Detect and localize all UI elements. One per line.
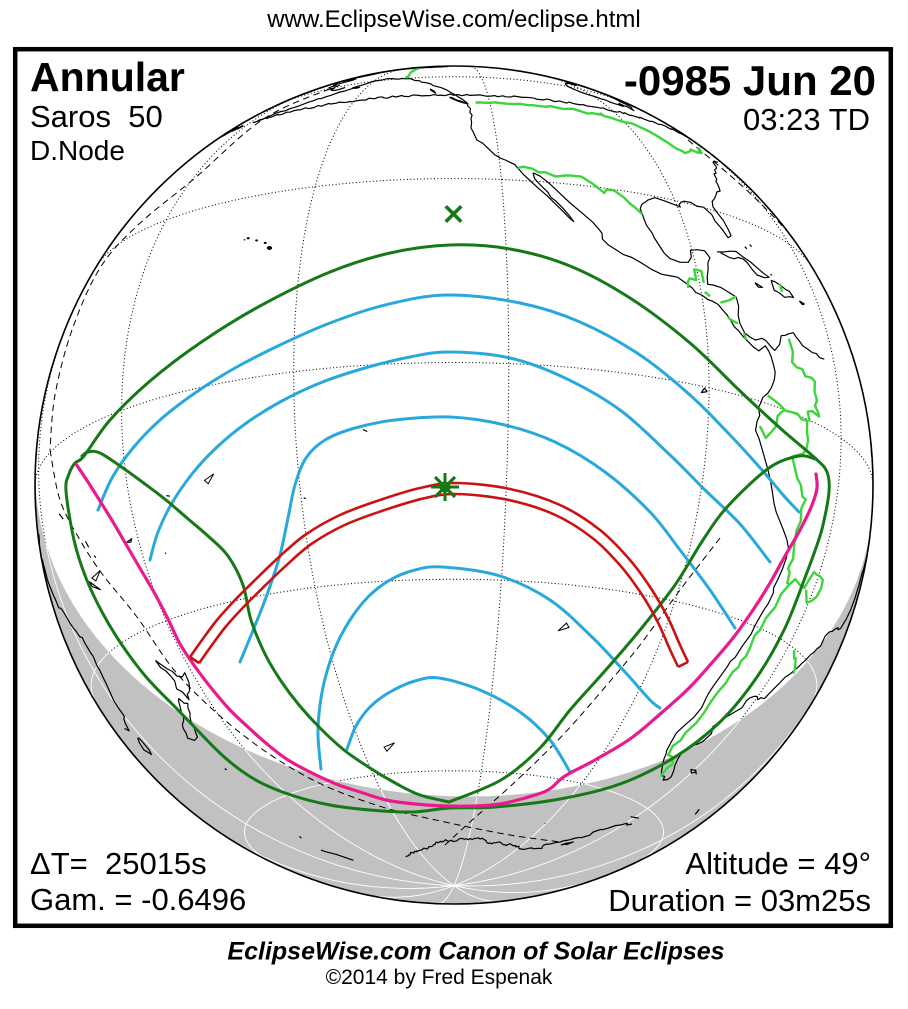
svg-text:Altitude = 49°: Altitude = 49° (685, 846, 871, 881)
svg-text:Duration = 03m25s: Duration = 03m25s (608, 883, 871, 918)
svg-text:www.EclipseWise.com/eclipse.ht: www.EclipseWise.com/eclipse.html (266, 6, 640, 33)
svg-text:Annular: Annular (30, 54, 185, 100)
svg-text:ΔT= 25015s: ΔT= 25015s (30, 846, 207, 881)
svg-text:03:23 TD: 03:23 TD (743, 102, 870, 137)
svg-text:Saros 50: Saros 50 (30, 99, 163, 134)
svg-text:EclipseWise.com Canon of Solar: EclipseWise.com Canon of Solar Eclipses (227, 938, 724, 966)
svg-text:Gam. = -0.6496: Gam. = -0.6496 (30, 882, 246, 917)
svg-text:-0985 Jun 20: -0985 Jun 20 (624, 57, 876, 104)
svg-text:©2014 by Fred Espenak: ©2014 by Fred Espenak (326, 966, 553, 989)
svg-text:D.Node: D.Node (30, 135, 125, 166)
